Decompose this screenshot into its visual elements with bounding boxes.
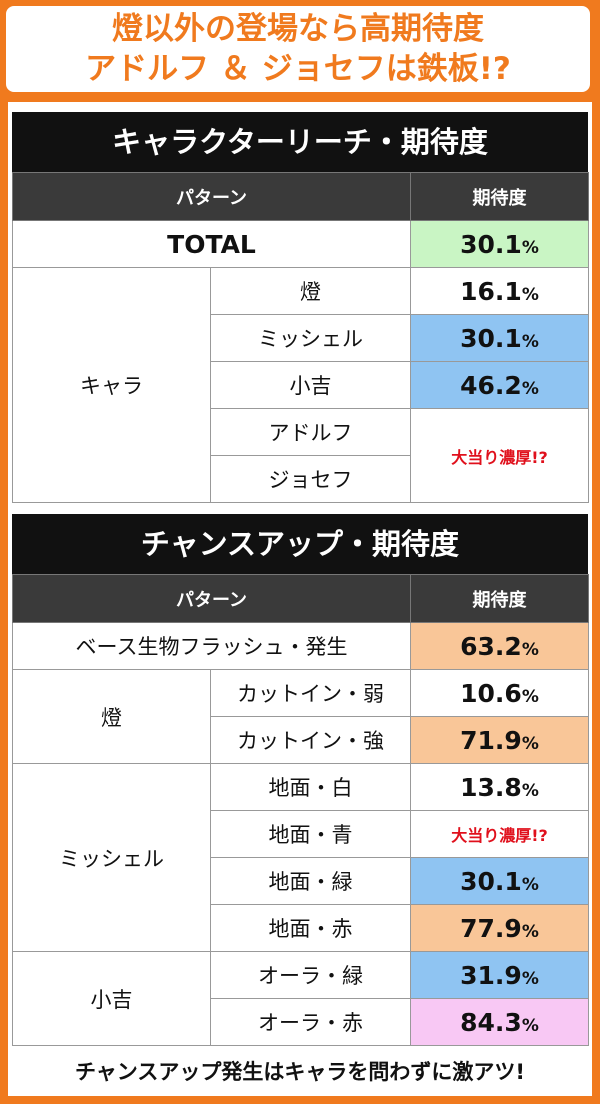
value-cell: 30.1% <box>410 314 590 362</box>
pattern-cell: 燈 <box>209 267 412 315</box>
row: キャラ燈 16.1% <box>12 267 590 503</box>
header-line: アドルフ ＆ ジョセフは鉄板!? <box>85 51 511 87</box>
row: ベース生物フラッシュ・発生 63.2% <box>11 622 590 670</box>
pattern-cell: アドルフ <box>209 408 412 456</box>
value-cell: 84.3% <box>410 998 590 1046</box>
row: ミッシェル 地面・白 13.8% <box>12 763 590 952</box>
row: ジョセフ <box>13 455 589 503</box>
pattern-cell: ジョセフ <box>209 455 412 503</box>
value-cell: 大当り濃厚!? <box>410 408 590 503</box>
pattern-cell: カットイン・弱 <box>209 669 412 717</box>
table-title: キャラクターリーチ・期待度 <box>12 112 588 172</box>
value-cell: 10.6% <box>410 669 590 717</box>
header-row: パターン 期待度 <box>11 574 590 623</box>
header: 燈以外の登場なら高期待度 アドルフ ＆ ジョセフは鉄板!? <box>4 4 592 94</box>
pattern-cell: 地面・白 <box>209 763 412 811</box>
pattern-cell: 地面・緑 <box>209 857 412 905</box>
row: 地面・赤 77.9% <box>13 904 590 952</box>
pattern-cell: ミッシェル <box>209 314 412 362</box>
table-block: チャンスアップ・期待度 パターン 期待度 ベース生物フラッシュ・発生 63.2% 燈カット… <box>11 514 590 1046</box>
row: 小吉 オーラ・緑 31.9% <box>12 951 590 1046</box>
pattern-cell: オーラ・赤 <box>209 998 412 1046</box>
value-cell: 77.9% <box>410 904 590 952</box>
header-row: パターン 期待度 <box>11 172 590 221</box>
value-cell: 30.1% <box>410 857 590 905</box>
column-header: 期待度 <box>410 574 590 623</box>
group-cell: 小吉 <box>12 951 211 1046</box>
column-header: パターン <box>11 172 412 221</box>
group-cell: 燈 <box>12 669 211 764</box>
value-cell: 31.9% <box>410 951 590 999</box>
row: TOTAL 30.1% <box>11 220 590 268</box>
row: カットイン・強 71.9% <box>13 716 590 764</box>
column-header: 期待度 <box>410 172 590 221</box>
column-header: パターン <box>11 574 412 623</box>
group-cell: キャラ <box>12 267 211 503</box>
table: パターン 期待度 TOTAL 30.1% キャラ燈 16.1% ミッシェル 30.1% 小吉 46… <box>11 172 590 503</box>
value-cell: 13.8% <box>410 763 590 811</box>
pattern-cell: オーラ・緑 <box>209 951 412 999</box>
row: 地面・緑 30.1% <box>13 857 590 905</box>
value-cell: 30.1% <box>410 220 590 268</box>
table: パターン 期待度 ベース生物フラッシュ・発生 63.2% 燈カットイン・弱 10.6% カッ… <box>11 574 590 1046</box>
header-line: 燈以外の登場なら高期待度 <box>112 11 484 47</box>
footer: チャンスアップ発生はキャラを問わずに激アツ! <box>75 1060 525 1084</box>
value-cell: 63.2% <box>410 622 590 670</box>
pattern-cell: 小吉 <box>209 361 412 409</box>
row: アドルフ 大当り濃厚!? <box>13 408 590 503</box>
row: 小吉 46.2% <box>13 361 590 409</box>
pattern-cell: 地面・赤 <box>209 904 412 952</box>
value-cell: 71.9% <box>410 716 590 764</box>
group-cell: ミッシェル <box>12 763 211 952</box>
value-cell: 46.2% <box>410 361 590 409</box>
row: 地面・青 大当り濃厚!? <box>13 810 590 858</box>
value-cell: 大当り濃厚!? <box>410 810 590 858</box>
table-block: キャラクターリーチ・期待度 パターン 期待度 TOTAL 30.1% キャラ燈 16.1% ミ… <box>11 112 590 503</box>
panel: チャンスアップ発生はキャラを問わずに激アツ! キャラクターリーチ・期待度 パターン… <box>8 102 592 1096</box>
pattern-cell: 地面・青 <box>209 810 412 858</box>
pattern-cell: カットイン・強 <box>209 716 412 764</box>
pattern-cell: TOTAL <box>11 220 412 268</box>
value-cell: 16.1% <box>410 267 590 315</box>
table-title: チャンスアップ・期待度 <box>12 514 588 574</box>
pattern-cell: ベース生物フラッシュ・発生 <box>11 622 412 670</box>
row: 燈カットイン・弱 10.6% <box>12 669 590 764</box>
row: オーラ・赤 84.3% <box>13 998 590 1046</box>
